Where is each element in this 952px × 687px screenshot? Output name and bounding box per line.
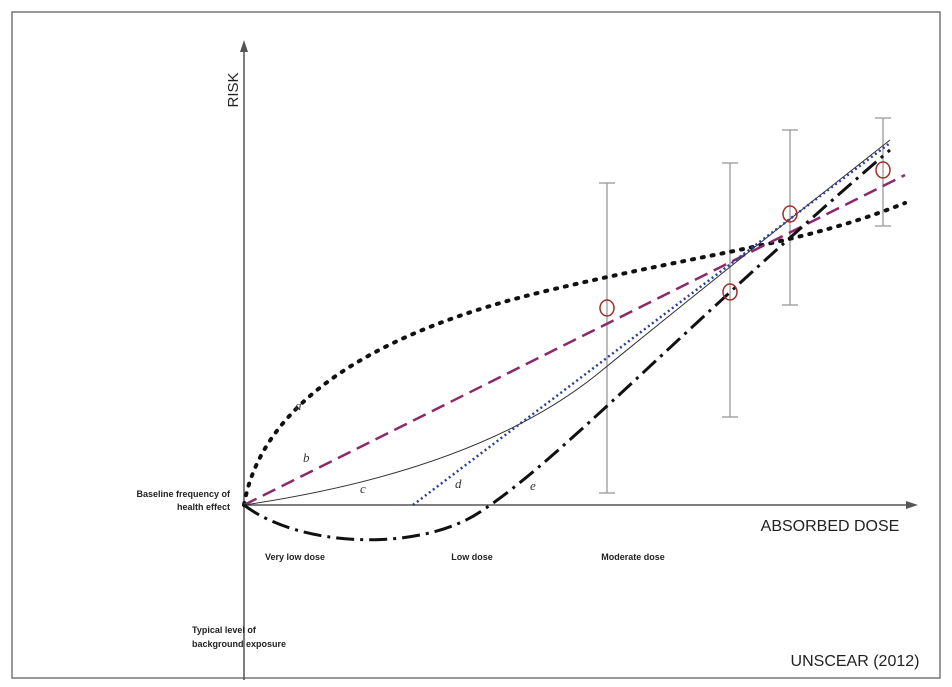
dose-range: Moderate dose [601,552,665,562]
y-axis-label: RISK [225,72,242,107]
x-arrow [906,501,918,509]
baseline-label: Baseline frequency of [136,489,231,499]
baseline-label: health effect [177,502,230,512]
background-label: Typical level of [192,625,257,635]
curve-a [242,201,907,507]
frame [11,11,941,679]
data-points [599,161,891,317]
curve-label: c [360,481,366,496]
source: UNSCEAR (2012) [791,653,920,670]
curve-label: d [455,476,462,491]
dose-range: Low dose [451,552,493,562]
curve-b [243,173,906,507]
curve-label: e [530,478,536,493]
x-axis-label: ABSORBED DOSE [761,518,900,535]
curve-label: b [303,450,310,465]
background-label: background exposure [192,639,286,649]
y-arrow [240,40,248,52]
dose-range: Very low dose [265,552,325,562]
curve-label: a [295,398,302,413]
curve-e [243,148,891,542]
error-bars [599,117,891,494]
